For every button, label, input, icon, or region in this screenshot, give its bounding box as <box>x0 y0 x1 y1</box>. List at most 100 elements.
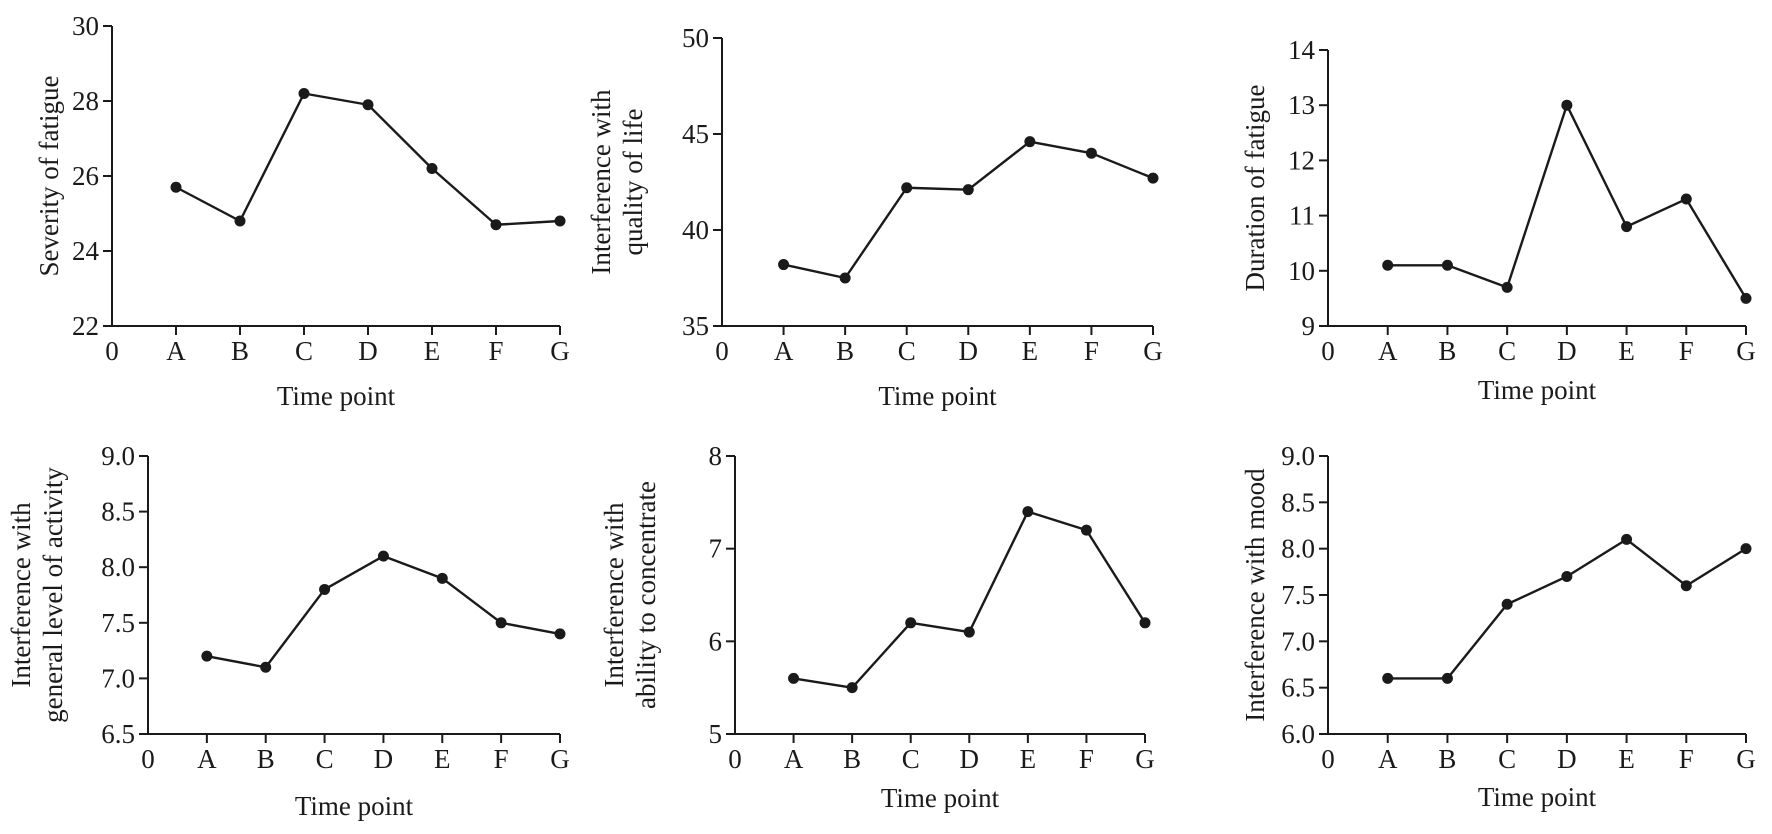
data-point <box>788 672 800 684</box>
y-axis-title: ability to concentrate <box>631 481 661 709</box>
y-tick-label: 8 <box>709 441 723 471</box>
x-tick-label: B <box>257 744 275 774</box>
y-tick-label: 12 <box>1288 145 1315 175</box>
y-tick-label: 5 <box>709 719 723 749</box>
y-tick-label: 8.0 <box>101 552 135 582</box>
y-tick-label: 13 <box>1288 90 1315 120</box>
x-tick-label: C <box>316 744 334 774</box>
chart-panel-6: 6.0 6.5 7.0 7.5 8.0 8.5 9.0 0 A B C D E F G Time point I… <box>1240 441 1756 812</box>
data-point <box>319 583 331 595</box>
series-line <box>206 554 561 669</box>
x-tick-label: B <box>231 336 249 366</box>
y-tick-label: 6.0 <box>1281 719 1315 749</box>
data-point <box>1621 533 1633 545</box>
data-point <box>1382 672 1394 684</box>
x-tick-label: E <box>424 336 441 366</box>
x-tick-label: G <box>1736 336 1756 366</box>
data-point <box>905 617 917 629</box>
x-tick-label: 0 <box>141 744 155 774</box>
y-tick-label: 7 <box>709 534 723 564</box>
data-point <box>1139 617 1151 629</box>
y-axis-title: Severity of fatigue <box>34 76 64 277</box>
data-point <box>778 259 790 271</box>
data-point <box>554 628 566 640</box>
data-point <box>1024 136 1036 148</box>
y-axis-title: Interference with <box>586 89 616 275</box>
y-tick-label: 10 <box>1288 256 1315 286</box>
y-tick-label: 8.5 <box>1281 487 1315 517</box>
data-point <box>962 184 974 196</box>
x-axis-title: Time point <box>295 791 414 821</box>
x-tick-label: E <box>434 744 451 774</box>
x-tick-label: D <box>374 744 394 774</box>
x-tick-label: 0 <box>1321 744 1335 774</box>
y-tick-label: 9.0 <box>1281 441 1315 471</box>
data-point <box>426 163 438 174</box>
data-point <box>839 272 851 284</box>
x-tick-label: A <box>1378 744 1398 774</box>
x-tick-label: C <box>295 336 313 366</box>
y-tick-label: 14 <box>1288 35 1316 65</box>
data-point <box>1085 147 1097 159</box>
y-tick-label: 22 <box>72 311 99 341</box>
data-point <box>260 661 272 673</box>
x-axis-title: Time point <box>1478 375 1597 405</box>
data-point <box>170 181 182 193</box>
chart-panel-2: 35 40 45 50 0 A B C D E F G Time point Interference w… <box>586 23 1163 411</box>
y-tick-label: 28 <box>72 86 99 116</box>
y-axis-title: Interference with <box>6 502 36 688</box>
data-point <box>495 617 507 629</box>
data-point <box>490 219 502 231</box>
y-tick-label: 7.5 <box>101 608 135 638</box>
x-axis-title: Time point <box>881 783 1000 813</box>
x-tick-label: 0 <box>728 744 742 774</box>
series-line <box>1387 103 1748 300</box>
x-tick-label: F <box>1079 744 1094 774</box>
x-tick-label: D <box>959 336 979 366</box>
y-tick-label: 6.5 <box>1281 673 1315 703</box>
y-tick-label: 35 <box>682 311 709 341</box>
x-tick-label: E <box>1618 744 1635 774</box>
x-tick-label: E <box>1020 744 1037 774</box>
x-tick-label: G <box>550 744 570 774</box>
x-tick-label: G <box>1143 336 1163 366</box>
x-tick-label: B <box>836 336 854 366</box>
x-tick-label: 0 <box>715 336 729 366</box>
x-tick-label: E <box>1022 336 1039 366</box>
chart-panel-5: 5 6 7 8 0 A B C D E F G Time point Interference with a… <box>599 441 1155 813</box>
data-point <box>1080 524 1092 536</box>
data-point <box>362 99 374 111</box>
data-point <box>1382 259 1394 271</box>
x-tick-label: F <box>488 336 503 366</box>
x-tick-label: E <box>1618 336 1635 366</box>
x-axis-title: Time point <box>277 381 396 411</box>
y-tick-label: 7.0 <box>1281 626 1315 656</box>
x-tick-label: A <box>166 336 186 366</box>
data-point <box>1561 99 1573 111</box>
x-tick-label: G <box>1736 744 1756 774</box>
y-tick-label: 6.5 <box>101 719 135 749</box>
y-tick-label: 24 <box>72 236 100 266</box>
x-tick-label: 0 <box>1321 336 1335 366</box>
y-tick-label: 50 <box>682 23 709 53</box>
data-point <box>1501 598 1513 610</box>
data-point <box>846 682 858 694</box>
x-tick-label: C <box>1498 336 1516 366</box>
y-tick-label: 6 <box>709 626 723 656</box>
y-tick-label: 9 <box>1302 311 1316 341</box>
y-tick-label: 8.5 <box>101 497 135 527</box>
x-tick-label: D <box>1557 336 1577 366</box>
data-point <box>1621 221 1633 233</box>
y-tick-label: 11 <box>1289 201 1315 231</box>
y-tick-label: 8.0 <box>1281 534 1315 564</box>
x-tick-label: C <box>902 744 920 774</box>
x-tick-label: B <box>843 744 861 774</box>
data-point <box>436 572 448 584</box>
data-point <box>963 626 975 638</box>
data-point <box>201 650 213 662</box>
x-tick-label: D <box>960 744 980 774</box>
data-point <box>377 550 389 562</box>
series-line <box>783 140 1154 280</box>
x-axis-title: Time point <box>878 381 997 411</box>
y-tick-label: 40 <box>682 215 709 245</box>
